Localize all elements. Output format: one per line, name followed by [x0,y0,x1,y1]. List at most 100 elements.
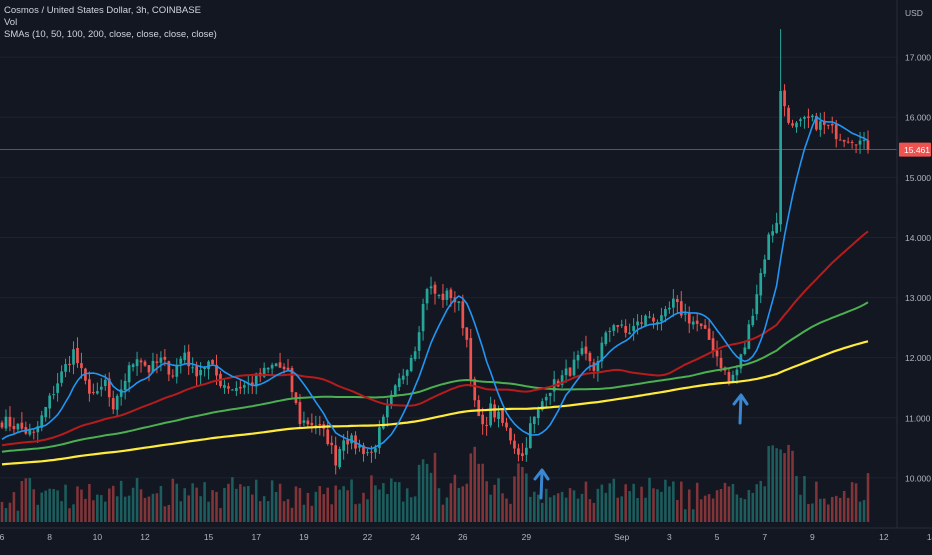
volume-bar [20,481,24,522]
volume-bar [465,483,469,522]
volume-bar [171,478,175,522]
candle-body [739,354,743,369]
candle-body [671,298,675,308]
candle-body [521,453,524,457]
candle-body [811,115,814,118]
candle-body [771,231,775,236]
volume-bar [449,483,453,522]
candle-body [755,294,759,315]
candle-body [107,378,111,398]
volume-bar [763,486,766,522]
candle-body [815,115,818,130]
volume-indicator-label[interactable]: Vol [4,17,18,28]
volume-bar [477,463,480,522]
volume-bar [429,472,433,522]
candle-body [497,411,500,420]
volume-bar [40,492,43,522]
volume-bar [556,493,560,522]
candle-body [679,301,683,316]
volume-bar [715,490,719,522]
volume-bar [862,500,866,522]
volume-bar [521,466,524,522]
volume-bar [270,480,274,522]
volume-bar [815,481,818,522]
candle-body [715,350,719,357]
candle-body [707,328,711,340]
volume-bar [485,481,488,522]
volume-bar [433,452,437,522]
volume-bar [48,488,51,522]
candle-body [525,447,528,455]
volume-bar [12,492,16,522]
candle-body [656,322,659,324]
candle-body [799,119,802,122]
candle-body [747,324,751,349]
volume-bar [751,492,755,522]
candle-body [830,123,834,126]
candle-body [683,313,687,315]
candle-body [92,392,95,394]
candle-body [513,440,516,449]
volume-bar [143,497,147,522]
candle-body [544,396,548,401]
candle-body [509,428,512,441]
sma-indicator-label[interactable]: SMAs (10, 50, 100, 200, close, close, cl… [4,29,217,40]
candle-body [374,448,377,453]
volume-bar [819,498,822,522]
price-tick-label: 10.000 [905,473,931,483]
volume-bar [119,480,123,522]
volume-bar [640,486,643,522]
candle-body [155,361,159,363]
candle-body [834,124,838,140]
volume-bar [580,493,584,522]
volume-bar [747,489,751,522]
candle-body [628,332,632,335]
volume-bar [262,496,266,522]
candle-body [735,369,739,376]
candle-body [465,327,469,340]
volume-bar [755,484,759,522]
volume-bar [616,497,620,522]
candle-body [457,301,461,303]
volume-bar [135,477,139,522]
volume-bar [823,498,826,522]
candle-body [179,358,183,364]
volume-bar [338,489,341,522]
volume-bar [115,496,119,522]
candle-body [409,358,413,371]
volume-bar [620,496,623,522]
candle-body [262,367,266,377]
candle-body [401,375,405,380]
volume-bar [80,489,83,522]
volume-bar [596,488,600,522]
volume-bar [787,444,790,522]
time-tick-label: 19 [299,532,309,542]
time-tick-label: 22 [363,532,373,542]
volume-bar [362,492,365,522]
volume-bar [457,487,461,522]
volume-bar [68,508,71,522]
volume-bar [703,495,707,522]
volume-bar [533,491,536,522]
volume-bar [767,446,770,522]
candle-body [469,338,473,380]
volume-bar [227,483,230,522]
candle-body [584,346,588,354]
volume-bar [687,489,691,522]
volume-bar [306,492,310,522]
candle-body [342,440,345,451]
candle-body [664,309,667,317]
candle-body [493,404,496,418]
volume-bar [247,485,250,522]
candle-body [425,289,429,304]
time-tick-label: 26 [458,532,468,542]
candle-body [473,379,477,401]
candle-body [489,403,492,426]
symbol-title[interactable]: Cosmos / United States Dollar, 3h, COINB… [4,5,201,16]
candle-body [787,107,790,123]
candle-body [235,387,238,391]
volume-bar [179,501,183,522]
